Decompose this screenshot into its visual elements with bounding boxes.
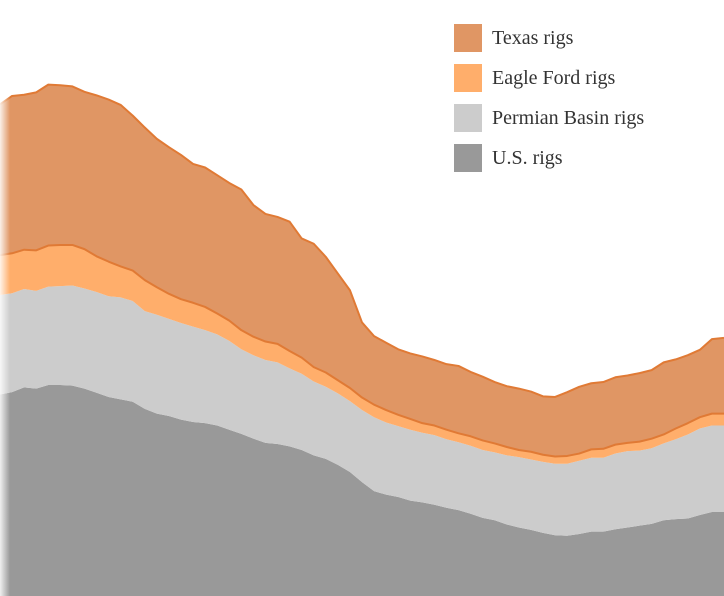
legend-swatch-permian-basin-rigs bbox=[454, 104, 482, 132]
area-permian-basin-rigs bbox=[0, 285, 724, 536]
outline-eagle-ford-rigs bbox=[0, 243, 724, 458]
area-u-s-rigs bbox=[0, 385, 724, 596]
legend-label-us-rigs: U.S. rigs bbox=[492, 146, 563, 169]
legend-label-texas-rigs: Texas rigs bbox=[492, 26, 574, 49]
outline-texas-rigs bbox=[0, 83, 724, 398]
area-texas-rigs bbox=[0, 84, 724, 457]
legend-label-eagle-ford-rigs: Eagle Ford rigs bbox=[492, 66, 616, 89]
legend-swatch-us-rigs bbox=[454, 144, 482, 172]
area-outlines bbox=[0, 83, 724, 458]
legend: Texas rigs Eagle Ford rigs Permian Basin… bbox=[454, 24, 644, 184]
legend-swatch-eagle-ford-rigs bbox=[454, 64, 482, 92]
legend-item-us-rigs: U.S. rigs bbox=[454, 144, 644, 172]
legend-item-eagle-ford-rigs: Eagle Ford rigs bbox=[454, 64, 644, 92]
legend-label-permian-basin-rigs: Permian Basin rigs bbox=[492, 106, 645, 129]
legend-item-permian-basin-rigs: Permian Basin rigs bbox=[454, 104, 644, 132]
legend-swatch-texas-rigs bbox=[454, 24, 482, 52]
legend-item-texas-rigs: Texas rigs bbox=[454, 24, 644, 52]
